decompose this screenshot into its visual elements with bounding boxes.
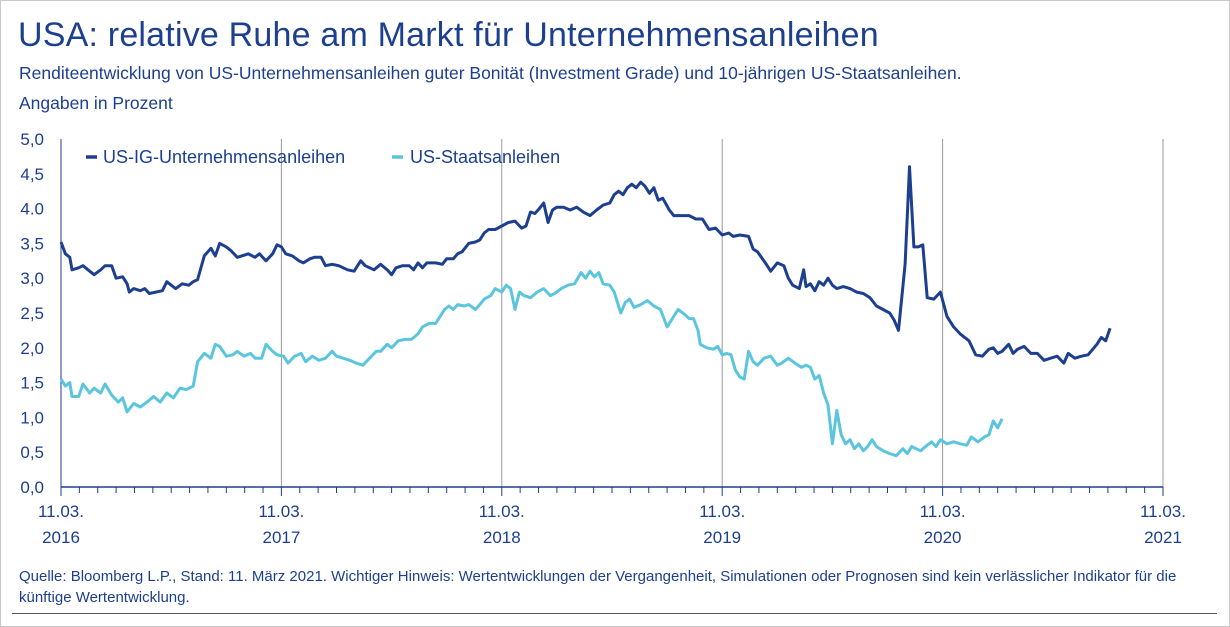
- series-lines: [59, 165, 1112, 458]
- y-tick-label: 5,0: [20, 130, 44, 149]
- x-tick-date: 11.03.: [699, 502, 745, 521]
- source-footnote: Quelle: Bloomberg L.P., Stand: 11. März …: [19, 568, 1177, 606]
- legend: US-IG-Unternehmensanleihen US-Staatsanle…: [86, 147, 560, 167]
- x-tick-year: 2016: [42, 528, 80, 547]
- axes: 0,0 0,5 1,0 1,5 2,0 2,5 3,0 3,5 4.0 4,5 5,0 11.03. 2…: [20, 130, 1186, 547]
- x-tick-year: 2021: [1144, 528, 1182, 547]
- y-tick-label: 4,5: [20, 165, 44, 184]
- x-tick-date: 11.03.: [38, 502, 84, 521]
- y-tick-label: 1,5: [20, 374, 44, 393]
- x-tick-year: 2020: [924, 528, 962, 547]
- x-tick-date: 11.03.: [479, 502, 525, 521]
- x-tick-date: 11.03.: [1140, 502, 1186, 521]
- x-tick-year: 2018: [483, 528, 521, 547]
- y-tick-label: 3,5: [20, 234, 44, 253]
- y-tick-label: 2,0: [20, 339, 44, 358]
- unit-note: Angaben in Prozent: [19, 93, 173, 113]
- gridlines: [60, 139, 1164, 487]
- line-chart: 0,0 0,5 1,0 1,5 2,0 2,5 3,0 3,5 4.0 4,5 5,0 11.03. 2…: [20, 130, 1186, 547]
- x-tick-year: 2019: [703, 528, 741, 547]
- x-tick-year: 2017: [262, 528, 300, 547]
- series-line-ig: [59, 165, 1112, 365]
- legend-label-treasury: US-Staatsanleihen: [410, 147, 560, 167]
- y-tick-label: 4.0: [20, 200, 44, 219]
- chart-title: USA: relative Ruhe am Markt für Unterneh…: [18, 16, 879, 54]
- bottom-divider: [12, 613, 1217, 614]
- chart-subtitle: Renditeentwicklung von US-Unternehmensan…: [19, 63, 962, 83]
- x-tick-date: 11.03.: [258, 502, 304, 521]
- series-line-treasury: [59, 269, 1004, 458]
- y-tick-label: 1,0: [20, 408, 44, 427]
- y-tick-label: 0,0: [20, 478, 44, 497]
- x-tick-date: 11.03.: [920, 502, 966, 521]
- y-tick-label: 0,5: [20, 443, 44, 462]
- y-tick-label: 3,0: [20, 269, 44, 288]
- legend-label-ig: US-IG-Unternehmensanleihen: [103, 147, 345, 167]
- y-tick-label: 2,5: [20, 304, 44, 323]
